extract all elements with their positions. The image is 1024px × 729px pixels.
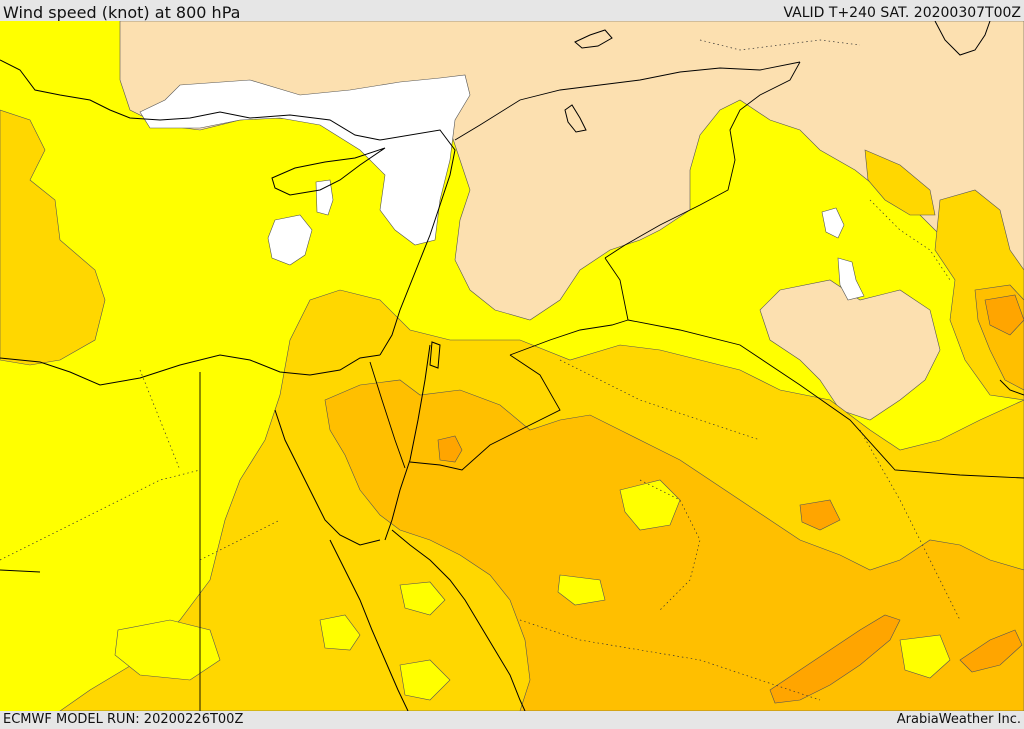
wind-speed-map xyxy=(0,21,1024,711)
border-syria-iraq xyxy=(509,257,629,356)
border-turkey-syria xyxy=(454,61,801,141)
border-iraq-iran xyxy=(604,61,801,259)
coastline-lake-urmia xyxy=(564,104,587,133)
coastline-red-sea-west xyxy=(329,539,409,711)
wind-zone-light-east xyxy=(759,279,941,421)
wind-zone-calm-iraq-1 xyxy=(821,207,845,239)
coastline-egypt-north xyxy=(0,354,381,386)
map-footer: ECMWF MODEL RUN: 20200226T00Z ArabiaWeat… xyxy=(0,711,1024,729)
wind-zone-calm-island xyxy=(315,179,334,216)
wind-zone-yellow-island-7 xyxy=(899,634,951,679)
wind-zone-yellow-island-4 xyxy=(557,574,606,606)
wind-zone-strong-sinai xyxy=(324,379,1024,711)
coastline-caspian xyxy=(934,21,991,56)
coastline-cyprus xyxy=(271,147,386,196)
wind-zone-yellow-island-6 xyxy=(114,619,221,681)
wind-zone-yellow-island-1 xyxy=(319,614,361,651)
border-egypt-israel xyxy=(369,361,406,469)
admin-line-5 xyxy=(639,479,701,611)
coastline-levant xyxy=(379,129,456,356)
admin-line-4 xyxy=(519,619,821,701)
coastline-gulf-of-aqaba xyxy=(384,344,431,541)
admin-line-2 xyxy=(199,519,281,561)
admin-lines xyxy=(0,39,961,701)
map-title: Wind speed (knot) at 800 hPa xyxy=(3,3,241,22)
coastline-red-sea-east xyxy=(391,529,526,711)
coastline-gulf-of-suez xyxy=(274,409,381,546)
admin-line-1 xyxy=(0,469,201,561)
coastline-dead-sea xyxy=(429,341,441,369)
coastlines xyxy=(0,21,1024,711)
valid-time: VALID T+240 SAT. 20200307T00Z xyxy=(783,5,1021,21)
wind-zone-calm-levant xyxy=(139,74,471,246)
border-jordan-saudi xyxy=(409,354,561,471)
map-header: Wind speed (knot) at 800 hPa VALID T+240… xyxy=(0,0,1024,22)
border-iraq-saudi xyxy=(627,319,1024,479)
admin-line-8 xyxy=(859,429,961,621)
coastline-persian-gulf xyxy=(999,379,1024,396)
admin-line-7 xyxy=(699,39,861,51)
wind-zone-moderate-west xyxy=(0,109,106,366)
wind-zone-strongest-5 xyxy=(799,499,841,531)
wind-zone-strongest-2 xyxy=(959,629,1023,673)
border-egypt-sudan xyxy=(0,569,41,573)
national-borders xyxy=(0,61,1024,711)
wind-zone-moderate-zagros xyxy=(864,149,936,216)
wind-zone-strongest-4 xyxy=(984,294,1024,336)
wind-zone-calm-iraq-2 xyxy=(837,257,865,301)
coastline-anatolia xyxy=(0,59,381,141)
wind-zone-calm-sea xyxy=(267,214,313,266)
credit: ArabiaWeather Inc. xyxy=(896,712,1021,727)
wind-zone-strongest-3 xyxy=(437,435,463,463)
wind-zone-yellow-island-2 xyxy=(399,581,446,616)
wind-zone-yellow-island-3 xyxy=(399,659,451,701)
coastline-lake-van xyxy=(574,29,613,49)
model-run: ECMWF MODEL RUN: 20200226T00Z xyxy=(3,712,244,727)
wind-zone-strongest-1 xyxy=(769,614,901,704)
